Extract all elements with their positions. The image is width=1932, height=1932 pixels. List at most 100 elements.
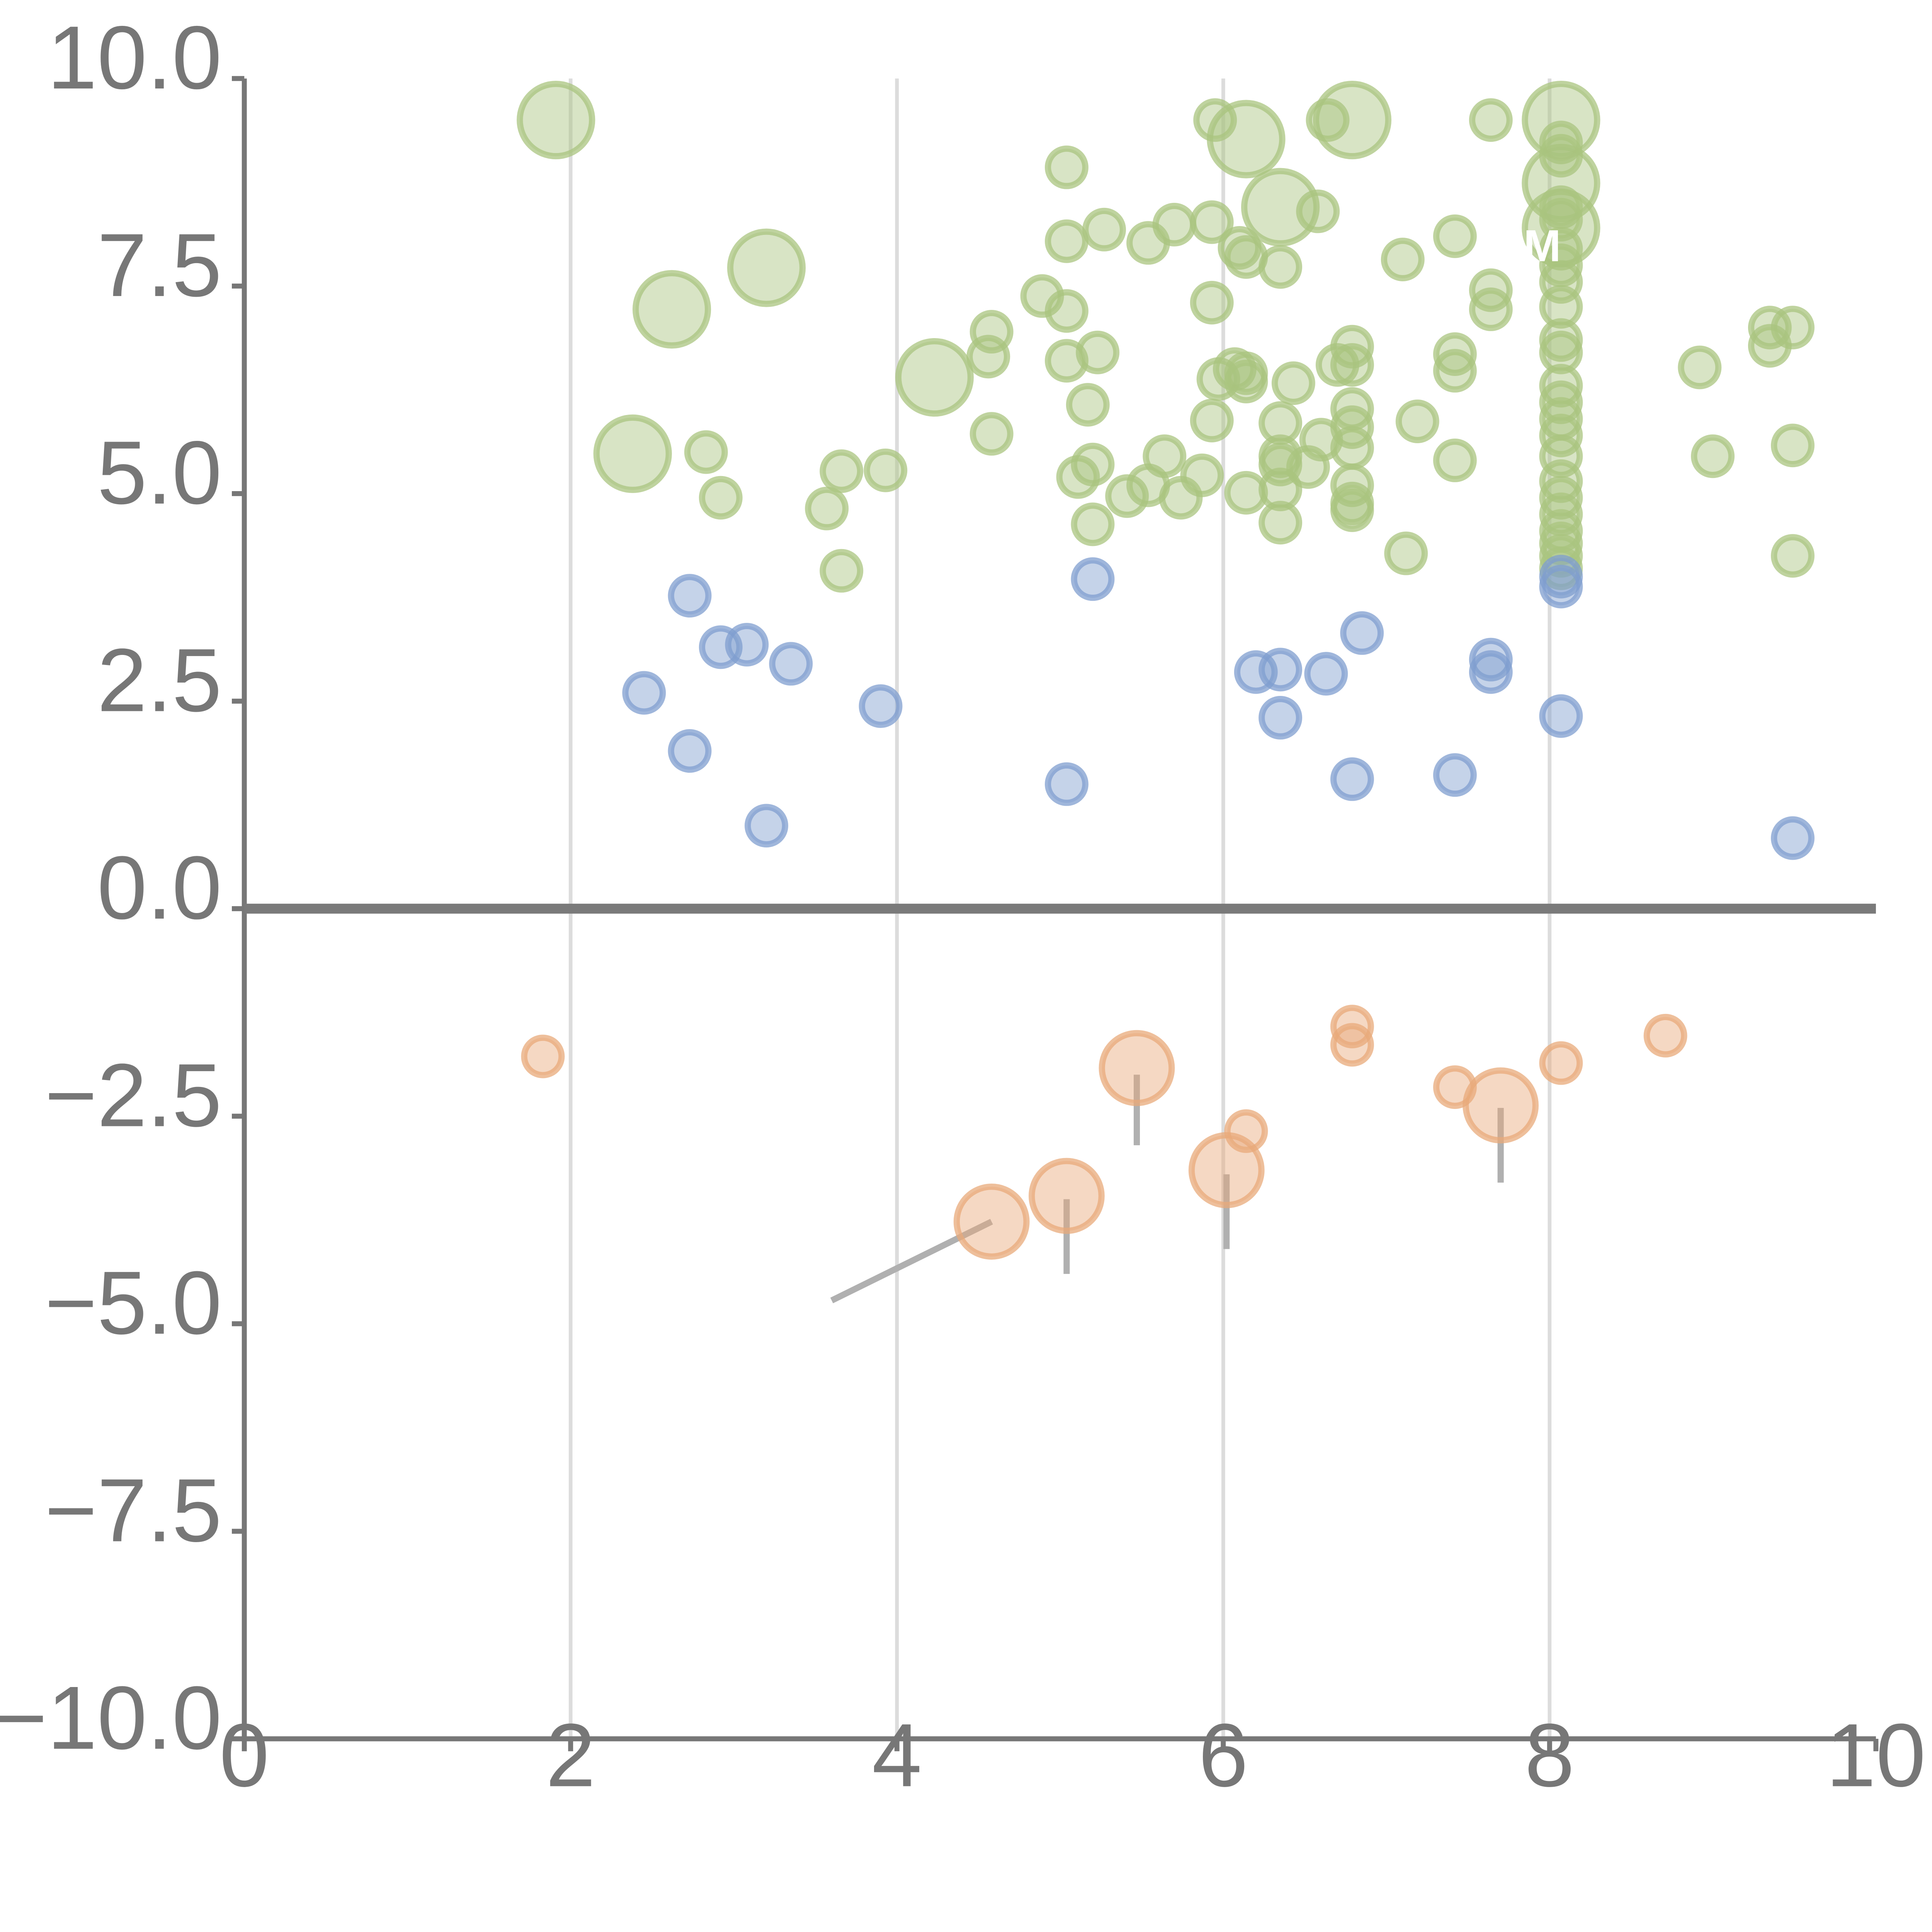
bubble-s0-p74: [1771, 534, 1815, 578]
bubble-s1-p15: [1330, 757, 1374, 801]
bubble-s0-p54: [1539, 318, 1583, 362]
bubble-s0-p48: [1271, 361, 1315, 405]
bubble-s0-p27: [1433, 214, 1477, 258]
bubble-s2-p1: [1099, 1030, 1175, 1106]
bubble-s0-p98: [1384, 531, 1428, 575]
bubble-s1-p7: [859, 684, 903, 728]
bubble-s1-p0: [668, 574, 712, 618]
bubble-s0-p35: [1044, 289, 1088, 333]
bubble-s1-p11: [1259, 648, 1303, 692]
y-tick-label-1: −7.5: [45, 1461, 222, 1561]
y-tick-label-0: −10.0: [0, 1668, 222, 1768]
bubble-s2-p2: [953, 1184, 1030, 1260]
y-tick-label-7: 7.5: [97, 215, 222, 315]
x-tick-label-0: 0: [219, 1706, 269, 1806]
bubble-s2-p5: [1224, 1109, 1268, 1153]
bubble-s0-p40: [966, 335, 1010, 379]
bubble-s0-p14: [1044, 145, 1088, 189]
bubble-s1-p21: [1539, 694, 1583, 738]
bubble-s1-p9: [1071, 557, 1115, 601]
bubble-s1-p17: [1469, 638, 1513, 682]
bubble-s0-p68: [1678, 345, 1722, 389]
bubble-s2-p10: [1539, 1041, 1583, 1085]
bubble-s0-p0: [517, 81, 595, 160]
bubble-s0-p10: [593, 414, 672, 493]
annotation-label-0: S: [1402, 89, 1432, 139]
bubble-s0-p8: [632, 270, 711, 349]
bubble-s0-p13: [1469, 98, 1513, 142]
annotation-label-2: M: [1524, 221, 1561, 271]
bubble-s2-p3: [1029, 1158, 1105, 1234]
bubble-s0-p18: [1082, 207, 1126, 252]
bubble-s0-p85: [1259, 401, 1303, 445]
bubble-s0-p97: [1330, 488, 1374, 532]
bubble-s1-p12: [1259, 696, 1303, 740]
bubble-s1-p14: [1340, 611, 1384, 655]
bubble-s0-p36: [1190, 281, 1234, 325]
bubble-s2-p0: [521, 1034, 565, 1078]
y-tick-label-8: 10.0: [47, 8, 222, 108]
bubble-s0-p7: [727, 228, 806, 307]
bubble-s0-p15: [1539, 121, 1583, 165]
axes: −10.0 −7.5 −5.0 −2.5 0.0 2.5 5.0 7.5 10.0 0 2 4 6 8 10: [0, 8, 1926, 1806]
bubble-s0-p106: [864, 448, 908, 492]
bubble-s1-p3: [769, 642, 813, 686]
bubble-s0-p94: [1330, 426, 1374, 470]
x-tick-label-4: 8: [1525, 1706, 1575, 1806]
bubble-s0-p28: [1539, 185, 1583, 229]
bubble-s1-p2: [725, 622, 769, 667]
bubble-s0-p89: [1259, 501, 1303, 545]
bubble-s0-p6: [1241, 168, 1320, 247]
bubble-s0-p17: [1296, 189, 1340, 233]
bubble-s0-p80: [1143, 434, 1187, 478]
bubble-s0-p55: [1539, 330, 1583, 374]
bubble-s0-p78: [1105, 474, 1149, 518]
bubble-s0-p21: [1044, 219, 1088, 263]
x-tick-label-1: 2: [546, 1706, 595, 1806]
bubble-s1-p16: [1433, 753, 1477, 797]
bubble-s0-p42: [1076, 330, 1120, 374]
x-tick-label-2: 4: [872, 1706, 922, 1806]
annotations: S E M: [1402, 89, 1561, 270]
bubble-s0-p99: [1395, 400, 1439, 443]
bubble-s0-p101: [684, 430, 728, 474]
bubble-s0-p16: [1539, 134, 1583, 178]
bubble-s1-p6: [745, 804, 788, 848]
bubble-s1-p22: [1771, 816, 1815, 860]
bubble-s0-p103: [805, 486, 849, 531]
annotation-leaders: [830, 1075, 1504, 1303]
bubble-s0-p26: [1381, 238, 1425, 282]
bubble-s0-p20: [1190, 200, 1234, 244]
bubble-s0-p38: [1469, 287, 1513, 331]
y-tick-label-3: −2.5: [45, 1046, 222, 1146]
bubble-s0-p72: [1691, 434, 1735, 478]
bubble-s0-p25: [1259, 245, 1303, 289]
x-tick-label-3: 6: [1198, 1706, 1248, 1806]
bubble-s0-p104: [820, 449, 864, 493]
y-tick-label-6: 5.0: [97, 423, 222, 523]
bubble-s1-p13: [1304, 652, 1348, 696]
bubble-s0-p53: [1433, 349, 1477, 393]
bubble-s2-p7: [1330, 1023, 1374, 1067]
bubble-s0-p12: [1306, 98, 1350, 142]
y-tick-label-4: 0.0: [97, 838, 222, 938]
bubble-s1-p20: [1539, 565, 1583, 609]
bubble-s0-p71: [1771, 306, 1815, 350]
bubble-s1-p18: [1469, 650, 1513, 694]
bubble-s1-p8: [1044, 762, 1088, 806]
bubble-s0-p75: [969, 412, 1014, 456]
bubble-s0-p11: [1193, 98, 1237, 142]
y-tick-label-2: −5.0: [45, 1253, 222, 1353]
bubble-s0-p77: [1056, 455, 1100, 499]
bubble-s2-p9: [1463, 1067, 1539, 1144]
bubble-s1-p5: [668, 729, 712, 773]
bubble-s0-p43: [1066, 383, 1110, 427]
bubble-s0-p51: [1330, 343, 1374, 387]
leader-line-0: [830, 1219, 993, 1303]
bubble-s0-p73: [1771, 423, 1815, 468]
bubble-s0-p82: [1180, 453, 1224, 497]
bubble-s0-p9: [895, 338, 974, 417]
bubble-s0-p33: [1539, 285, 1583, 329]
